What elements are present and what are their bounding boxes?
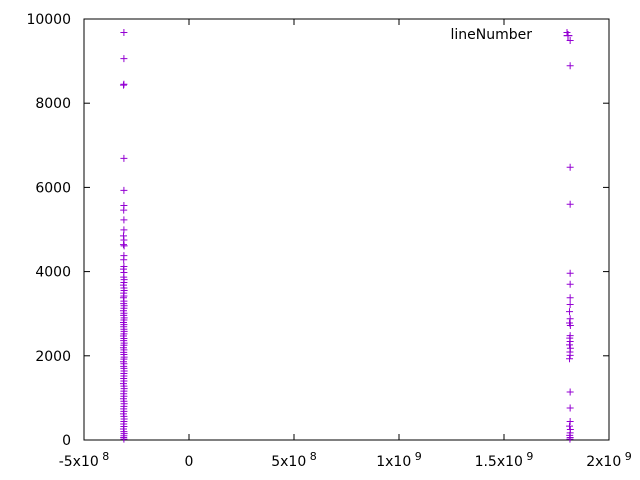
scatter-point: [566, 308, 574, 316]
legend-marker: +: [562, 28, 574, 44]
legend: lineNumber +: [450, 27, 573, 44]
y-tick-label: 0: [62, 433, 71, 449]
scatter-point: [566, 280, 574, 288]
scatter-point: [120, 55, 128, 63]
scatter-point: [566, 315, 574, 323]
y-tick-label: 2000: [35, 349, 71, 365]
x-axis: -5x10 8 0 5x10 8 1x10 9 1.5x10 9 2x10 9: [59, 19, 632, 470]
scatter-point: [566, 36, 574, 44]
scatter-point: [120, 206, 128, 214]
scatter-point: [566, 200, 574, 208]
y-tick-label: 8000: [35, 96, 71, 112]
x-tick-label: -5x10 8: [59, 450, 110, 470]
scatter-point: [566, 269, 574, 277]
x-tick-label: 2x10 9: [586, 450, 632, 470]
scatter-point: [119, 81, 127, 89]
scatter-point: [566, 422, 574, 430]
scatter-point: [120, 186, 128, 194]
scatter-point: [120, 242, 128, 250]
scatter-point: [119, 241, 127, 249]
x-tick-label: 0: [185, 454, 194, 470]
scatter-point: [566, 62, 574, 70]
scatter-point: [120, 226, 128, 234]
scatter-point: [566, 351, 574, 359]
x-tick-label: 1x10 9: [376, 450, 422, 470]
x-tick-label: 5x10 8: [271, 450, 317, 470]
scatter-point: [120, 154, 128, 162]
scatter-point: [120, 216, 128, 224]
scatter-point: [120, 435, 128, 443]
scatter-point: [566, 355, 574, 363]
scatter-point: [566, 294, 574, 302]
scatter-point: [566, 163, 574, 171]
scatter-point: [566, 388, 574, 396]
scatter-point: [566, 300, 574, 308]
scatter-point: [566, 435, 574, 443]
x-tick-label: 1.5x10 9: [475, 450, 534, 470]
y-axis: 0 2000 4000 6000 8000 10000: [26, 12, 609, 449]
scatter-point: [120, 256, 128, 264]
scatter-point: [563, 28, 571, 36]
scatter-point: [566, 404, 574, 412]
scatter-point: [566, 321, 574, 329]
y-tick-label: 6000: [35, 180, 71, 196]
data-points: [119, 28, 574, 443]
y-tick-label: 4000: [35, 265, 71, 281]
scatter-point: [120, 28, 128, 36]
scatter-point: [566, 341, 574, 349]
plot-frame: [83, 18, 610, 441]
scatter-point: [566, 337, 574, 345]
scatter-point: [566, 417, 574, 425]
y-tick-label: 10000: [26, 12, 71, 28]
legend-label: lineNumber: [450, 27, 532, 43]
